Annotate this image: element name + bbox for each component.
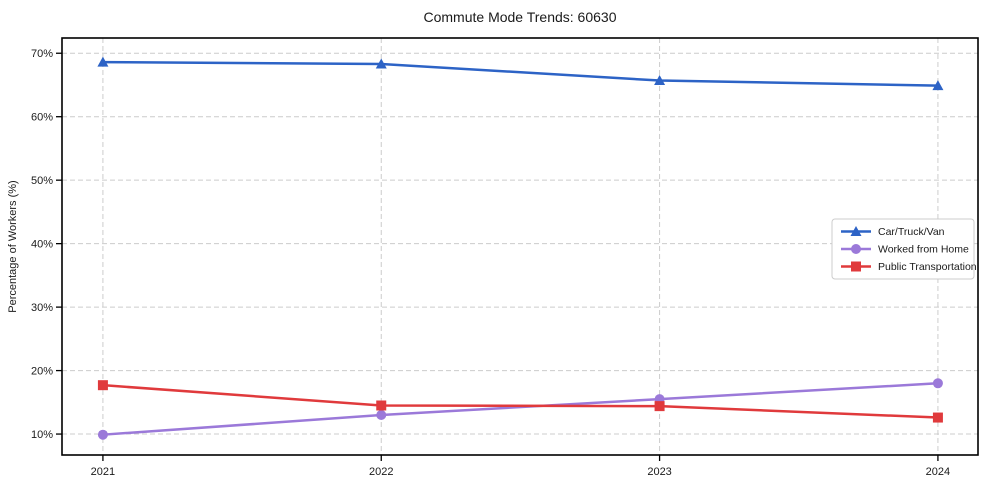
x-tick-label: 2023 — [647, 466, 671, 478]
legend-label: Worked from Home — [878, 244, 969, 256]
y-tick-label: 30% — [31, 302, 53, 314]
x-tick-label: 2021 — [91, 466, 115, 478]
y-tick-label: 60% — [31, 112, 53, 124]
legend-entry-worked-from-home: Worked from Home — [841, 244, 969, 256]
x-tick-label: 2024 — [926, 466, 950, 478]
legend: Car/Truck/Van Worked from Home Public Tran… — [831, 218, 977, 280]
legend-entry-public-transportation: Public Transportation — [841, 261, 977, 273]
y-tick-label: 40% — [31, 239, 53, 251]
legend-entry-car-truck-van: Car/Truck/Van — [841, 226, 945, 238]
y-tick-label: 50% — [31, 175, 53, 187]
x-tick-label: 2022 — [369, 466, 393, 478]
y-tick-label: 20% — [31, 366, 53, 378]
axes-box — [61, 37, 979, 456]
legend-label: Car/Truck/Van — [878, 226, 945, 238]
series-car-truck-van — [97, 56, 944, 91]
x-axis-ticks: 2021 2022 2023 2024 — [91, 455, 950, 478]
y-axis-ticks: 10% 20% 30% 40% 50% 60% 70% — [31, 48, 62, 441]
legend-label: Public Transportation — [878, 261, 977, 273]
y-tick-label: 70% — [31, 48, 53, 60]
series-worked-from-home — [97, 378, 943, 440]
series-public-transportation — [97, 380, 943, 423]
y-tick-label: 10% — [31, 429, 53, 441]
chart-title: Commute Mode Trends: 60630 — [423, 9, 617, 25]
